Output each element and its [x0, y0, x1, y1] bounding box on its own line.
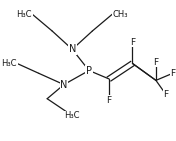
Text: H₃C: H₃C — [65, 111, 80, 120]
Text: F: F — [170, 69, 175, 78]
Text: H₃C: H₃C — [2, 59, 17, 68]
Text: F: F — [153, 58, 158, 67]
Text: N: N — [69, 44, 76, 54]
Text: CH₃: CH₃ — [112, 10, 128, 19]
Text: F: F — [130, 38, 135, 47]
Text: N: N — [60, 80, 68, 90]
Text: P: P — [86, 66, 92, 75]
Text: F: F — [106, 96, 112, 105]
Text: F: F — [163, 90, 169, 99]
Text: H₃C: H₃C — [17, 10, 32, 19]
